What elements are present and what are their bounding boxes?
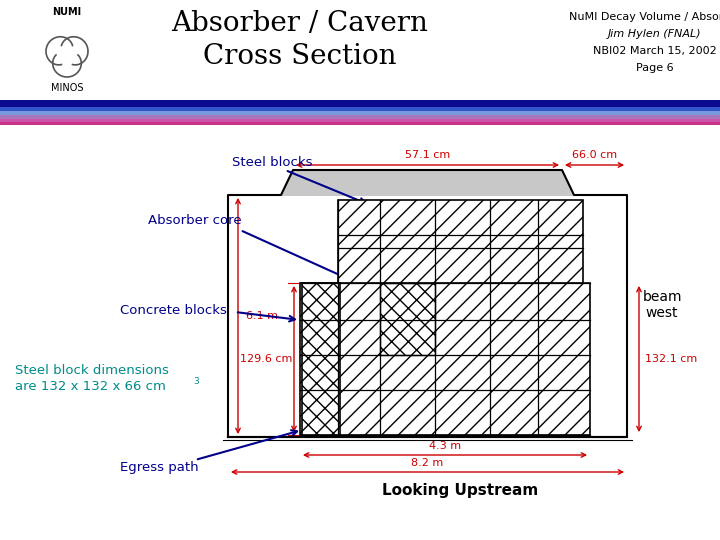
Text: 66.0 cm: 66.0 cm [572,150,617,160]
Text: Page 6: Page 6 [636,63,674,73]
Bar [0,115,720,119]
Bar [300,283,590,435]
Text: Concrete blocks: Concrete blocks [120,303,227,316]
Text: Steel block dimensions: Steel block dimensions [15,363,169,376]
Polygon shape [229,196,626,436]
Bar [0,100,720,107]
Bar [338,200,583,283]
Text: Steel blocks: Steel blocks [232,156,312,168]
Text: Absorber / Cavern
Cross Section: Absorber / Cavern Cross Section [171,10,428,70]
Text: 57.1 cm: 57.1 cm [405,150,450,160]
Text: 129.6 cm: 129.6 cm [240,354,292,364]
Bar [302,283,340,435]
Text: beam
west: beam west [642,290,682,320]
Text: Jim Hylen (FNAL): Jim Hylen (FNAL) [608,29,702,39]
Bar [0,111,720,115]
Polygon shape [228,170,627,437]
Bar [0,119,720,122]
Bar [380,283,435,355]
Bar [0,122,720,125]
Text: Absorber core: Absorber core [148,213,242,226]
Text: 6.1 m: 6.1 m [246,311,278,321]
Text: are 132 x 132 x 66 cm: are 132 x 132 x 66 cm [15,380,166,393]
Text: 3: 3 [193,377,199,387]
Text: Looking Upstream: Looking Upstream [382,483,538,497]
Text: NUMI: NUMI [53,7,81,17]
Text: MINOS: MINOS [50,83,84,93]
Text: NuMI Decay Volume / Absorber: NuMI Decay Volume / Absorber [569,12,720,22]
Text: 8.2 m: 8.2 m [411,458,444,468]
Bar [0,107,720,111]
Text: Egress path: Egress path [120,461,199,474]
Text: NBI02 March 15, 2002: NBI02 March 15, 2002 [593,46,717,56]
Text: 4.3 m: 4.3 m [429,441,461,451]
Text: 132.1 cm: 132.1 cm [645,354,697,364]
